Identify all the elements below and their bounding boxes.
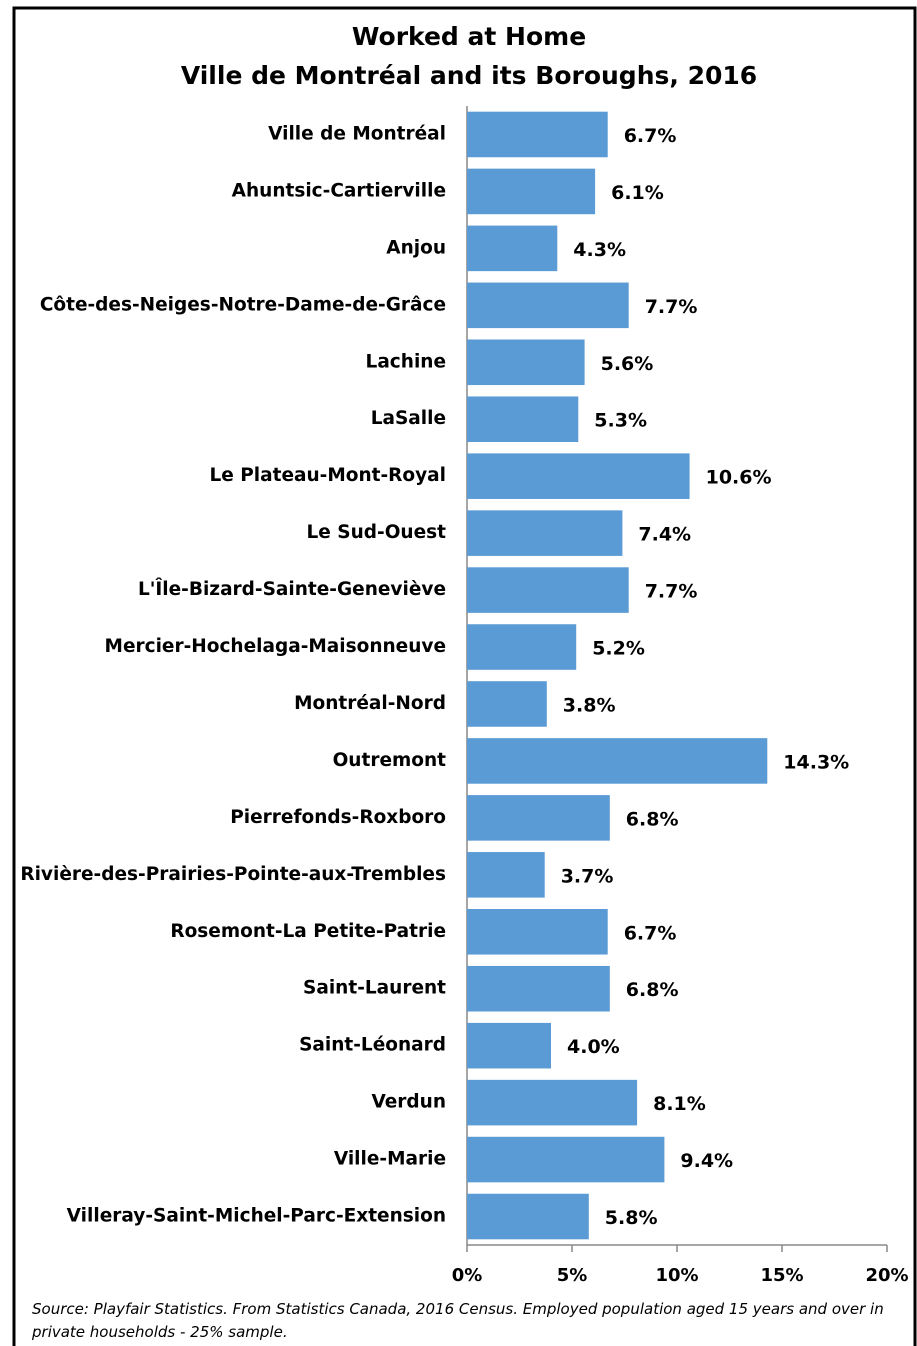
chart-subtitle: Ville de Montréal and its Boroughs, 2016 bbox=[181, 61, 757, 90]
value-label: 7.7% bbox=[645, 296, 698, 318]
bar bbox=[467, 852, 545, 898]
y-tick-label: Outremont bbox=[333, 750, 447, 771]
value-label: 5.2% bbox=[592, 638, 645, 660]
value-label: 3.8% bbox=[563, 694, 616, 716]
y-tick-label: Le Plateau-Mont-Royal bbox=[209, 465, 446, 486]
bar bbox=[467, 795, 610, 841]
value-label: 6.7% bbox=[624, 922, 677, 944]
value-label: 9.4% bbox=[680, 1150, 733, 1172]
bar bbox=[467, 225, 558, 272]
x-tick-label: 0% bbox=[452, 1265, 483, 1286]
source-note: Source: Playfair Statistics. From Statis… bbox=[32, 1300, 884, 1341]
value-label: 5.3% bbox=[594, 410, 647, 432]
value-label: 7.4% bbox=[638, 524, 691, 546]
bar bbox=[467, 168, 596, 215]
value-label: 4.3% bbox=[573, 239, 626, 261]
value-label: 6.7% bbox=[624, 125, 677, 147]
chart-title: Worked at Home bbox=[352, 22, 586, 51]
bar bbox=[467, 111, 608, 158]
y-tick-label: Côte-des-Neiges-Notre-Dame-de-Grâce bbox=[40, 294, 446, 315]
bar bbox=[467, 396, 579, 443]
y-tick-label: LaSalle bbox=[371, 408, 446, 429]
x-tick-label: 5% bbox=[557, 1265, 588, 1286]
y-tick-label: Ville de Montréal bbox=[268, 123, 446, 144]
bar bbox=[467, 453, 690, 499]
bar bbox=[467, 510, 623, 556]
value-label: 4.0% bbox=[567, 1036, 620, 1058]
value-label: 6.1% bbox=[611, 182, 664, 204]
y-tick-label: Ville-Marie bbox=[334, 1149, 446, 1170]
y-tick-label: Le Sud-Ouest bbox=[307, 522, 447, 543]
bar bbox=[467, 1022, 551, 1069]
value-label: 10.6% bbox=[706, 467, 772, 489]
y-tick-label: Saint-Léonard bbox=[299, 1035, 446, 1056]
bar bbox=[467, 282, 629, 329]
bar bbox=[467, 681, 547, 727]
value-label: 8.1% bbox=[653, 1093, 706, 1115]
bar bbox=[467, 624, 577, 670]
bar bbox=[467, 738, 768, 784]
y-tick-label: Anjou bbox=[386, 237, 446, 258]
value-label: 5.6% bbox=[601, 353, 654, 375]
value-label: 7.7% bbox=[645, 581, 698, 603]
x-tick-label: 10% bbox=[655, 1265, 698, 1286]
bar bbox=[467, 567, 629, 613]
bar bbox=[467, 1193, 589, 1240]
value-label: 6.8% bbox=[626, 808, 679, 830]
value-label: 3.7% bbox=[561, 865, 614, 887]
y-tick-label: Pierrefonds-Roxboro bbox=[230, 807, 446, 828]
y-tick-label: Rivière-des-Prairies-Pointe-aux-Trembles bbox=[20, 864, 446, 885]
y-tick-label: Rosemont-La Petite-Patrie bbox=[170, 921, 446, 942]
x-tick-label: 20% bbox=[865, 1265, 908, 1286]
y-tick-label: Verdun bbox=[371, 1092, 446, 1113]
y-tick-label: Saint-Laurent bbox=[303, 978, 446, 999]
value-label: 5.8% bbox=[605, 1207, 658, 1229]
y-tick-label: L'Île-Bizard-Sainte-Geneviève bbox=[138, 578, 446, 600]
y-tick-label: Ahuntsic-Cartierville bbox=[232, 180, 446, 201]
bar bbox=[467, 908, 608, 955]
y-tick-label: Montréal-Nord bbox=[294, 693, 446, 714]
value-label: 6.8% bbox=[626, 979, 679, 1001]
bar bbox=[467, 965, 610, 1012]
y-tick-label: Lachine bbox=[366, 351, 446, 372]
bar bbox=[467, 1079, 638, 1126]
value-label: 14.3% bbox=[783, 751, 849, 773]
y-tick-label: Villeray-Saint-Michel-Parc-Extension bbox=[67, 1206, 446, 1227]
x-tick-label: 15% bbox=[760, 1265, 803, 1286]
bar bbox=[467, 339, 585, 386]
y-tick-label: Mercier-Hochelaga-Maisonneuve bbox=[105, 636, 446, 657]
bar bbox=[467, 1136, 665, 1183]
frame bbox=[12, 6, 917, 1346]
